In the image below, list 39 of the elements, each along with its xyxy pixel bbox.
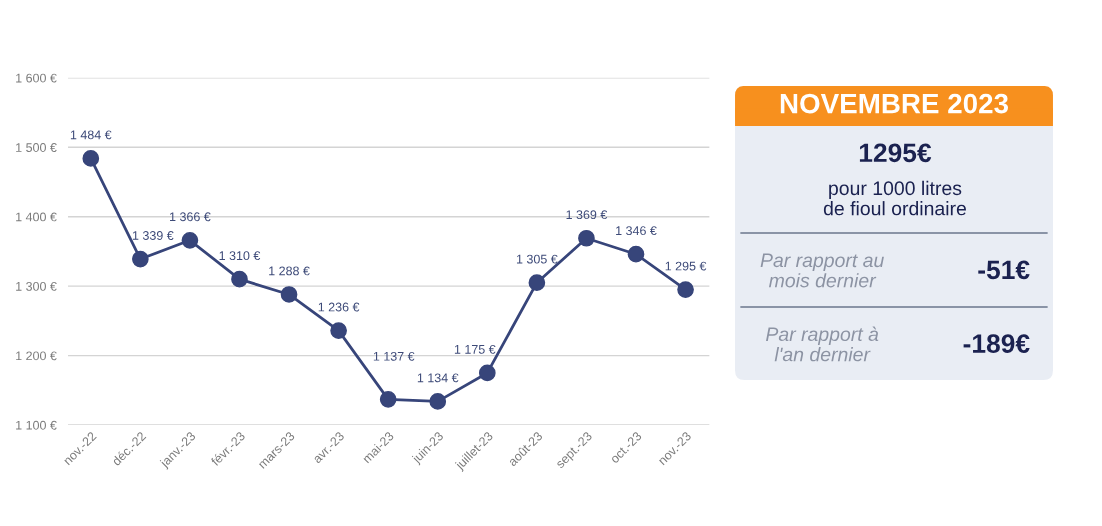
text: Par rapport au mois dernier [760,253,884,288]
point [231,270,248,288]
y-tick-label: 1 600 € [16,73,57,83]
data-label: 1 295 € [665,261,707,271]
text: -51€ [978,260,1030,280]
point [478,364,496,382]
data-label: 1 236 € [318,302,360,312]
y-tick-label: 1 400 € [16,212,57,222]
data-label: 1 369 € [566,210,608,220]
data-label: 1 346 € [616,226,657,236]
data-label: 1 175 € [454,344,496,354]
data-label: 1 310 € [219,251,261,261]
point [677,281,694,298]
y-tick-label: 1 100 € [16,420,57,430]
data-label: 1 339 € [132,231,174,240]
y-tick-label: 1 200 € [16,351,57,361]
data-label: 1 137 € [373,351,415,361]
text: pour 1000 litres de fioul ordinaire [823,180,966,216]
y-tick-label: 1 300 € [16,281,57,291]
point [578,229,595,247]
point [528,274,546,292]
text: NOVEMBRE 2023 [780,93,1009,114]
text: Par rapport à l'an dernier [766,326,879,362]
point [280,286,298,303]
point [429,393,447,410]
data-label: 1 484 € [70,130,112,140]
y-tick-label: 1 500 € [16,143,57,152]
text: 1295€ [859,143,932,163]
point [132,250,149,268]
point [627,245,645,263]
data-label: 1 366 € [170,212,211,222]
data-label: 1 134 € [417,373,459,383]
data-label: 1 288 € [269,266,310,276]
data-label: 1 305 € [516,254,558,264]
point [82,150,100,167]
point [330,322,347,339]
point [379,390,397,408]
point [181,231,199,249]
text: -189€ [963,334,1030,353]
